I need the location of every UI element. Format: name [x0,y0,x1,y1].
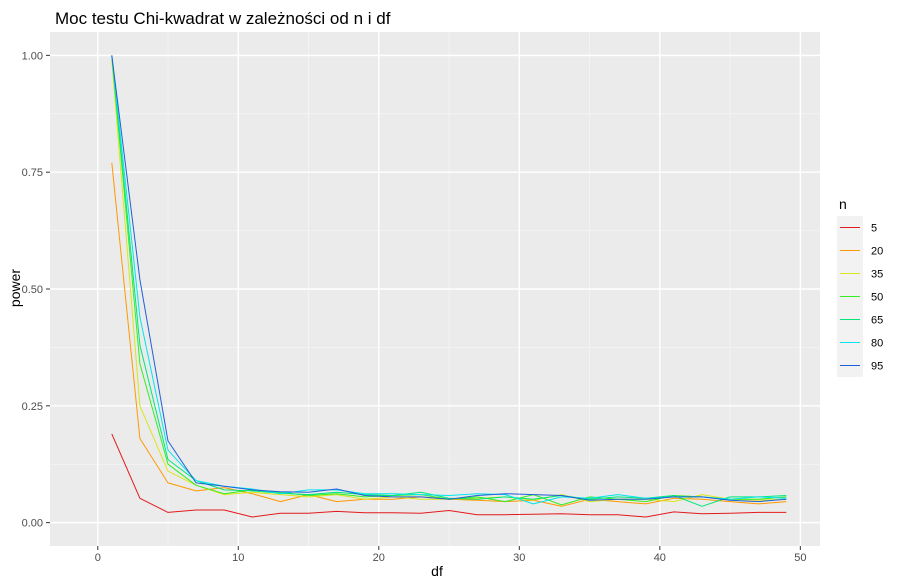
x-axis-title: df [431,563,443,579]
y-tick-label: 0.50 [22,284,43,296]
y-tick-label: 0.25 [22,401,43,413]
x-axis: 0 10 20 30 40 50 [95,546,806,564]
legend-label-95: 95 [871,361,883,373]
legend-title: n [839,196,847,212]
series-lines [111,55,787,518]
y-tick-label: 0.75 [22,167,43,179]
y-tick-label: 0.00 [22,518,43,530]
legend-label-65: 65 [871,315,883,327]
legend-label-50: 50 [871,292,883,304]
chart-title: Moc testu Chi-kwadrat w zależności od n … [55,9,391,28]
series-line-5 [111,433,787,518]
series-line-65 [111,55,787,507]
y-axis-title: power [7,269,23,307]
legend-label-5: 5 [871,223,877,235]
x-tick-label: 0 [95,552,101,564]
y-tick-label: 1.00 [22,50,43,62]
x-tick-label: 20 [373,552,385,564]
legend-label-35: 35 [871,269,883,281]
series-line-95 [111,55,787,503]
x-tick-label: 10 [232,552,244,564]
x-tick-label: 30 [513,552,525,564]
y-axis: 0.00 0.25 0.50 0.75 1.00 [22,50,50,530]
legend-label-80: 80 [871,338,883,350]
x-tick-label: 40 [654,552,666,564]
major-gridlines [50,32,820,546]
legend-label-20: 20 [871,246,883,258]
x-tick-label: 50 [794,552,806,564]
legend: n 5 20 35 50 65 80 95 [837,196,883,377]
